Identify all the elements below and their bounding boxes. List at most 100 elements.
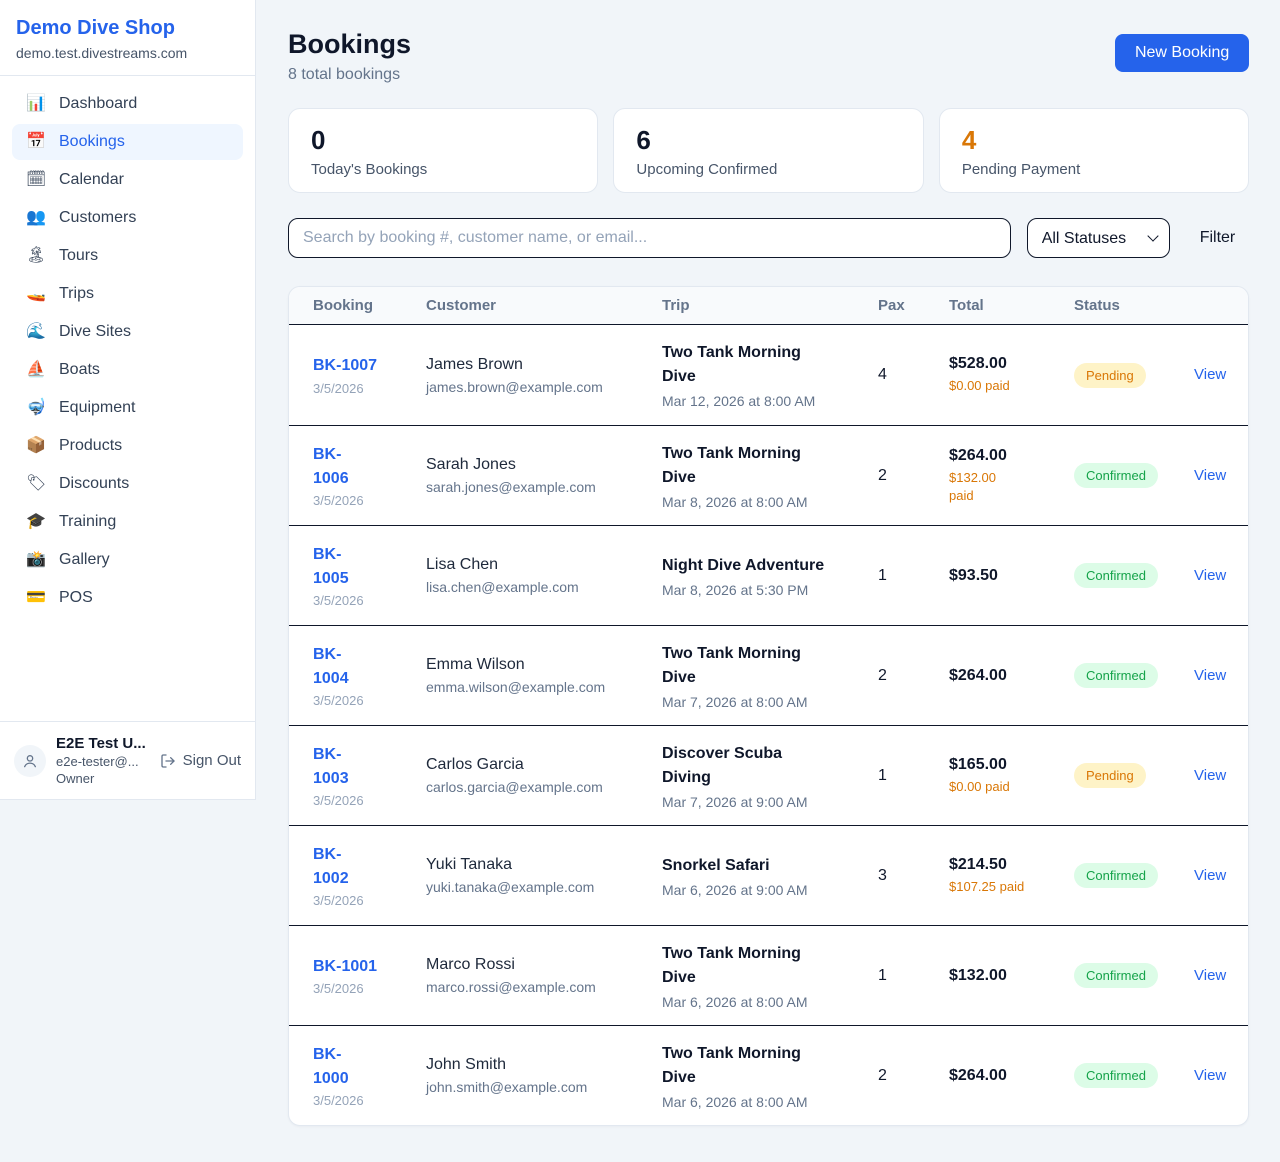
total-cell: $264.00 $132.00 paid	[949, 447, 1074, 504]
action-cell: View	[1194, 467, 1236, 485]
action-cell: View	[1194, 967, 1236, 985]
booking-date: 3/5/2026	[313, 981, 364, 997]
sidebar-item-pos[interactable]: 💳 POS	[12, 580, 243, 616]
package-icon: 📦	[26, 437, 46, 454]
booking-id-link[interactable]: BK- 1006	[313, 446, 349, 487]
total-cell: $214.50 $107.25 paid	[949, 856, 1074, 896]
view-link[interactable]: View	[1194, 566, 1227, 584]
stat-value: 0	[311, 125, 326, 155]
customer-cell: John Smith john.smith@example.com	[426, 1056, 662, 1095]
customer-cell: Marco Rossi marco.rossi@example.com	[426, 956, 662, 995]
column-header: Status	[1074, 297, 1120, 314]
logout-icon	[160, 753, 175, 768]
total-amount: $214.50	[949, 855, 1007, 873]
pax-value: 1	[878, 966, 887, 984]
booking-cell: BK- 1004 3/5/2026	[313, 643, 426, 707]
column-header: Customer	[426, 297, 497, 314]
sidebar-item-boats[interactable]: ⛵ Boats	[12, 352, 243, 388]
trip-cell: Two Tank Morning Dive Mar 7, 2026 at 8:0…	[662, 642, 878, 710]
sidebar-item-label: Gallery	[59, 551, 110, 568]
sidebar-item-label: Bookings	[59, 133, 125, 150]
view-link[interactable]: View	[1194, 1066, 1227, 1084]
paid-amount: $0.00 paid	[949, 778, 1010, 794]
status-cell: Confirmed	[1074, 463, 1194, 488]
wave-icon: 🌊	[26, 323, 46, 340]
booking-id-link[interactable]: BK- 1005	[313, 546, 349, 587]
status-badge: Confirmed	[1074, 963, 1158, 988]
sidebar-item-gallery[interactable]: 📸 Gallery	[12, 542, 243, 578]
trip-datetime: Mar 6, 2026 at 8:00 AM	[662, 993, 808, 1010]
sidebar-item-tours[interactable]: 🏝 Tours	[12, 238, 243, 274]
customer-name: Lisa Chen	[426, 556, 499, 573]
trip-datetime: Mar 8, 2026 at 8:00 AM	[662, 493, 808, 510]
pax-value: 1	[878, 766, 887, 784]
person-icon	[24, 754, 36, 767]
total-cell: $264.00	[949, 667, 1074, 685]
sidebar-item-label: Tours	[59, 247, 99, 264]
status-badge: Confirmed	[1074, 1063, 1158, 1088]
trip-name: Two Tank Morning Dive	[662, 1044, 801, 1086]
trip-name: Snorkel Safari	[662, 856, 770, 874]
sidebar-item-calendar[interactable]: 🗓 Calendar	[12, 162, 243, 198]
booking-id-link[interactable]: BK- 1004	[313, 646, 349, 687]
sidebar-divider	[0, 75, 255, 76]
search-input[interactable]	[288, 218, 1011, 258]
booking-id-link[interactable]: BK- 1002	[313, 846, 349, 887]
booking-id-link[interactable]: BK-1001	[313, 957, 378, 975]
customer-email: emma.wilson@example.com	[426, 679, 606, 695]
new-booking-button[interactable]: New Booking	[1114, 34, 1250, 72]
sign-out-button[interactable]: Sign Out	[160, 752, 241, 769]
paid-amount: $107.25 paid	[949, 878, 1025, 894]
view-link[interactable]: View	[1194, 666, 1227, 684]
sidebar-item-discounts[interactable]: 🏷 Discounts	[12, 466, 243, 502]
view-link[interactable]: View	[1194, 766, 1227, 784]
sidebar-item-label: Trips	[59, 285, 94, 302]
trip-datetime: Mar 8, 2026 at 5:30 PM	[662, 581, 809, 598]
filter-button[interactable]: Filter	[1186, 229, 1250, 247]
column-header: Trip	[662, 297, 690, 314]
customer-cell: Sarah Jones sarah.jones@example.com	[426, 456, 662, 495]
table-row: BK- 1002 3/5/2026 Yuki Tanaka yuki.tanak…	[289, 825, 1249, 925]
view-link[interactable]: View	[1194, 966, 1227, 984]
customer-cell: Emma Wilson emma.wilson@example.com	[426, 656, 662, 695]
total-amount: $264.00	[949, 1066, 1007, 1084]
booking-id-link[interactable]: BK- 1003	[313, 746, 349, 787]
user-section: E2E Test U... e2e-tester@... Owner Sign …	[0, 722, 255, 799]
sidebar-item-dive-sites[interactable]: 🌊 Dive Sites	[12, 314, 243, 350]
sidebar-item-label: Calendar	[59, 171, 124, 188]
user-name: E2E Test U...	[56, 735, 146, 752]
sidebar-item-bookings[interactable]: 📅 Bookings	[12, 124, 243, 160]
pax-value: 1	[878, 566, 887, 584]
sidebar-item-products[interactable]: 📦 Products	[12, 428, 243, 464]
booking-id-link[interactable]: BK-1007	[313, 357, 378, 375]
paid-amount: $132.00 paid	[949, 469, 996, 503]
sidebar-item-label: Dashboard	[59, 95, 138, 112]
total-amount: $93.50	[949, 566, 998, 584]
customer-name: James Brown	[426, 355, 523, 373]
action-cell: View	[1194, 366, 1236, 384]
trip-cell: Discover Scuba Diving Mar 7, 2026 at 9:0…	[662, 742, 878, 810]
sidebar-item-dashboard[interactable]: 📊 Dashboard	[12, 86, 243, 122]
table-row: BK- 1003 3/5/2026 Carlos Garcia carlos.g…	[289, 725, 1249, 825]
view-link[interactable]: View	[1194, 466, 1227, 484]
brand-domain: demo.test.divestreams.com	[16, 45, 188, 61]
customer-cell: Yuki Tanaka yuki.tanaka@example.com	[426, 856, 662, 895]
sign-out-label: Sign Out	[182, 752, 241, 769]
total-cell: $132.00	[949, 967, 1074, 985]
stat-value: 4	[961, 125, 977, 155]
booking-id-link[interactable]: BK- 1000	[313, 1046, 349, 1087]
sidebar-item-training[interactable]: 🎓 Training	[12, 504, 243, 540]
view-link[interactable]: View	[1194, 366, 1227, 383]
trip-name: Two Tank Morning Dive	[662, 944, 801, 986]
pax-value: 2	[878, 466, 887, 484]
sidebar-item-customers[interactable]: 👥 Customers	[12, 200, 243, 236]
status-filter-select[interactable]: All Statuses	[1026, 218, 1170, 258]
page-header: Bookings 8 total bookings New Booking	[288, 28, 1250, 84]
page-subtitle: 8 total bookings	[288, 66, 401, 83]
sidebar-item-equipment[interactable]: 🤿 Equipment	[12, 390, 243, 426]
view-link[interactable]: View	[1194, 866, 1227, 884]
customer-name: Sarah Jones	[426, 456, 516, 473]
sidebar-item-trips[interactable]: 🚤 Trips	[12, 276, 243, 312]
customer-email: james.brown@example.com	[426, 378, 603, 395]
